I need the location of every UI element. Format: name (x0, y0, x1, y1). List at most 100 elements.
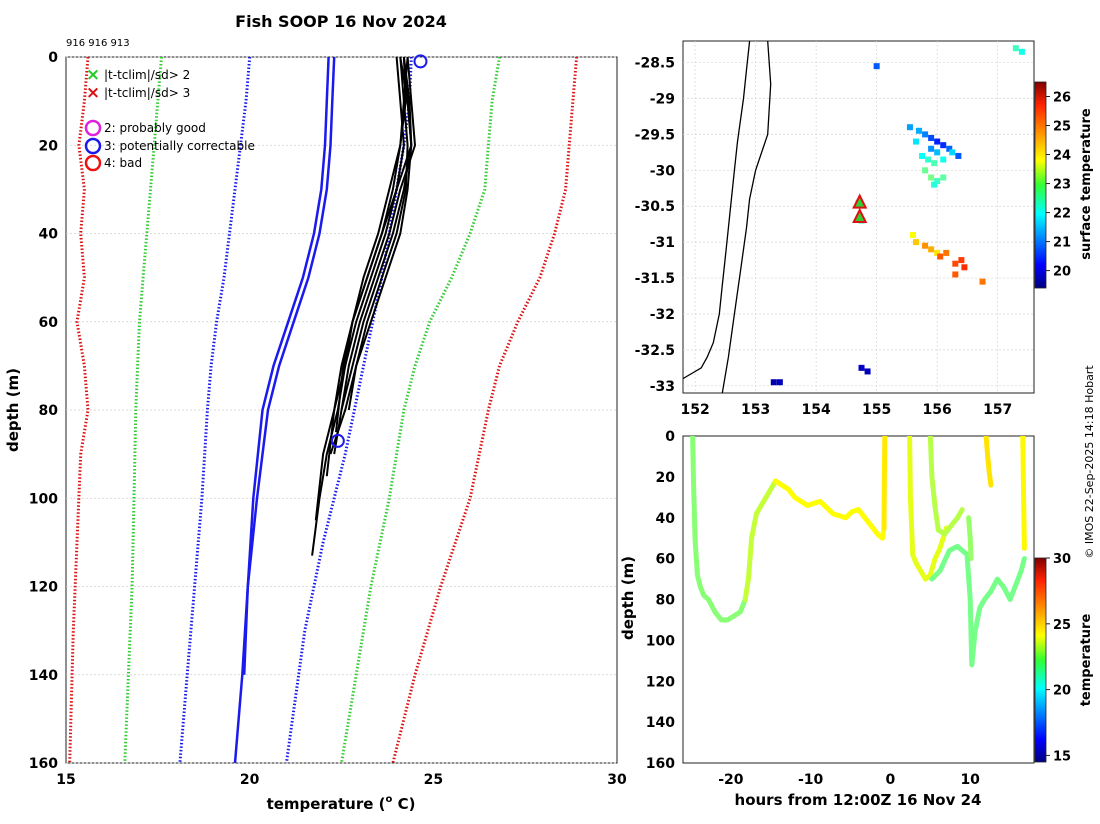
colorbar-temperature-label: temperature (1079, 614, 1094, 707)
profile-flag-marker (330, 433, 345, 448)
profile-flag-marker (413, 54, 428, 69)
profile-ytick-label: 0 (48, 50, 58, 66)
map-ytick-label: -29 (650, 91, 675, 107)
colorbar-surface-tick-label: 26 (1053, 91, 1071, 106)
profile-series-xbt-6 (347, 57, 413, 411)
map-xtick-label: 157 (983, 402, 1012, 418)
map-xbt-drop-marker (852, 193, 868, 209)
map-axes-frame (682, 40, 1035, 394)
map-sst-pixel (940, 156, 947, 163)
profile-xlabel: temperature (o C) (267, 794, 416, 813)
map-ytick-label: -30.5 (635, 199, 675, 215)
profile-ytick-label: 120 (29, 580, 58, 596)
map-xtick-label: 156 (923, 402, 952, 418)
colorbar-surface-tick-label: 23 (1053, 178, 1071, 193)
profile-series-xbt-4 (340, 57, 416, 411)
map-ytick-label: -33 (650, 379, 675, 395)
map-sst-pixel (912, 138, 919, 145)
legend-label: 2: probably good (104, 121, 206, 135)
map-sst-pixel (916, 127, 923, 134)
profile-xtick-label: 20 (240, 772, 260, 788)
colorbar-temperature-tick-label: 20 (1053, 684, 1071, 699)
map-sst-pixel (925, 156, 932, 163)
map-sst-pixel (940, 142, 947, 149)
map-xbt-drop-marker (852, 207, 868, 223)
credit-text: © IMOS 22-Sep-2025 14:18 Hobart (1083, 365, 1096, 559)
map-sst-pixel (873, 63, 880, 70)
map-sst-pixel (937, 253, 944, 260)
colorbar-temperature-tick-label: 15 (1053, 749, 1071, 764)
colorbar-surface-tick-label: 21 (1053, 236, 1071, 251)
map-sst-pixel (906, 124, 913, 131)
colorbar-surface-bar (1034, 81, 1047, 289)
profile-ytick-label: 100 (29, 491, 58, 507)
time-depth-ytick-label: 20 (656, 470, 676, 486)
map-sst-pixel (922, 242, 929, 249)
profile-series-clim-2sd (123, 57, 163, 763)
map-sst-pixel (934, 249, 941, 256)
map-ytick-label: -29.5 (635, 127, 675, 143)
legend: × |t-tclim|/sd> 2 × |t-tclim|/sd> 3 2: proba… (84, 65, 255, 172)
colorbar-surface-tick-label: 25 (1053, 120, 1071, 135)
map-sst-pixel (864, 368, 871, 375)
profile-ytick-label: 80 (39, 403, 59, 419)
time-depth-track (929, 543, 1027, 668)
profile-series-xbt-2 (333, 57, 413, 455)
time-depth-ytick-label: 160 (646, 756, 675, 772)
legend-label: |t-tclim|/sd> 2 (104, 68, 190, 82)
cast-ids: 916 916 913 (66, 38, 130, 49)
profile-xtick-label: 15 (56, 772, 75, 788)
time-depth-track (742, 478, 778, 602)
map-sst-pixel (912, 239, 919, 246)
time-depth-ytick-label: 0 (665, 429, 675, 445)
map-ytick-label: -30 (650, 163, 676, 179)
map-ytick-label: -32.5 (635, 343, 675, 359)
map-xtick-label: 154 (802, 402, 831, 418)
profile-series-clim-3sd (68, 57, 90, 763)
time-depth-xtick-label: -20 (718, 772, 744, 788)
time-depth-ytick-label: 120 (646, 674, 675, 690)
profile-ytick-label: 40 (39, 227, 59, 243)
profile-xtick-label: 30 (607, 772, 627, 788)
legend-circle-icon (84, 119, 102, 137)
map-sst-pixel (1012, 45, 1019, 52)
map-sst-pixel (919, 152, 926, 159)
map-sst-pixel (922, 131, 929, 138)
map-ytick-label: -31.5 (635, 271, 675, 287)
profile-series-clim-1sd (178, 57, 252, 763)
colorbar-temperature-bar (1034, 557, 1047, 763)
time-depth-track (773, 478, 887, 541)
map-sst-pixel (922, 167, 929, 174)
temperature-colorbar: 15 20 25 30 (1034, 552, 1071, 764)
map-shelf-contour (721, 41, 772, 393)
time-depth-track (690, 436, 748, 623)
map-chart: 152 153 154 155 156 157 -28.5 -29 -29.5 -30 -30.5 -… (635, 40, 1094, 418)
map-sst-pixel (955, 152, 962, 159)
time-depth-track (1020, 436, 1027, 551)
map-sst-pixel (949, 149, 956, 156)
time-depth-track (927, 436, 965, 537)
map-sst-pixel (934, 178, 941, 185)
map-ytick-label: -31 (650, 235, 675, 251)
legend-label: 4: bad (104, 156, 142, 170)
map-sst-pixel (952, 260, 959, 267)
time-depth-track (881, 436, 888, 531)
legend-cross-icon: × (86, 83, 100, 103)
figure-title: Fish SOOP 16 Nov 2024 (235, 12, 447, 31)
map-xtick-label: 155 (862, 402, 891, 418)
time-depth-track (907, 436, 949, 582)
map-sst-pixel (943, 249, 950, 256)
map-sst-pixel (946, 145, 953, 152)
profile-series-clim-2sd (340, 57, 501, 763)
map-sst-pixel (928, 174, 935, 181)
time-depth-xtick-label: 10 (960, 772, 980, 788)
profile-series-climatology-mean-2 (242, 57, 330, 675)
map-ytick-label: -28.5 (635, 56, 675, 72)
map-sst-pixel (928, 134, 935, 141)
profile-xtick-label: 25 (424, 772, 443, 788)
time-depth-ytick-label: 140 (646, 715, 675, 731)
profile-ytick-label: 20 (39, 138, 59, 154)
map-sst-pixel (934, 149, 941, 156)
